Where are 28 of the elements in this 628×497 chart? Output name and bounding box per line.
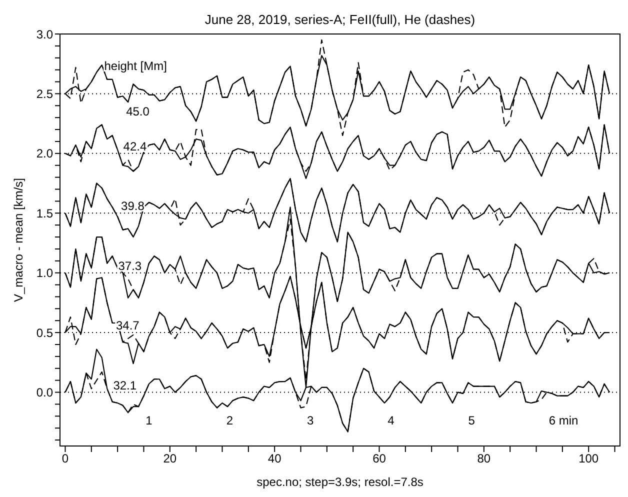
x-tick-label: 60 <box>372 452 386 466</box>
x-tick-label: 80 <box>477 452 491 466</box>
y-tick-label: 0.0 <box>36 386 54 400</box>
annotation: 3 <box>306 413 314 428</box>
annotation: 37.3 <box>118 258 142 273</box>
x-axis-title: spec.no; step=3.9s; resol.=7.8s <box>256 475 424 489</box>
y-tick-label: 1.0 <box>36 266 54 280</box>
annotation: 4 <box>388 413 395 428</box>
annotation: 42.4 <box>123 139 147 154</box>
annotation: 39.8 <box>121 199 145 214</box>
annotation: 1 <box>146 413 153 428</box>
y-tick-label: 3.0 <box>36 27 54 42</box>
annotation: 32.1 <box>113 378 137 392</box>
y-tick-label: 2.0 <box>36 146 54 161</box>
annotation: 2 <box>226 413 234 428</box>
y-tick-label: 2.5 <box>36 86 54 101</box>
annotation: 6 min <box>548 413 578 428</box>
x-tick-label: 40 <box>268 452 282 466</box>
chart-title: June 28, 2019, series-A; FeII(full), He (dashes) <box>204 12 476 27</box>
x-tick-label: 20 <box>163 452 177 466</box>
y-axis-title: V_macro - mean [km/s] <box>11 178 26 302</box>
x-tick-label: 100 <box>578 452 599 466</box>
y-tick-label: 1.5 <box>36 206 54 220</box>
annotation: 5 <box>468 413 476 428</box>
y-tick-label: 0.5 <box>36 326 54 340</box>
x-tick-label: 0 <box>62 452 69 466</box>
annotation: 45.0 <box>126 104 150 118</box>
annotation: height [Mm] <box>104 59 167 74</box>
